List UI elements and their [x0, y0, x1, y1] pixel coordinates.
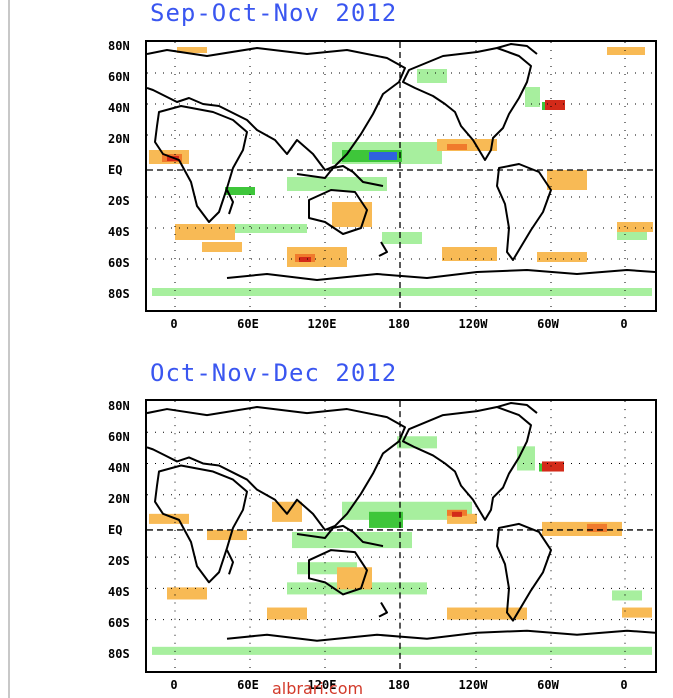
coastlines — [147, 43, 655, 281]
anomaly-shading — [149, 47, 653, 296]
lat-label-40s: 40S — [108, 225, 130, 239]
lat-label-60s: 60S — [108, 256, 130, 270]
lat-label-20n: 20N — [108, 132, 130, 146]
southern-ocean-negative-band — [152, 288, 652, 296]
world-map — [145, 40, 657, 312]
lat-label-80n: 80N — [108, 39, 130, 53]
lat-label-20n: 20N — [108, 492, 130, 506]
lon-label-60w: 60W — [537, 678, 559, 692]
panel-title: Oct-Nov-Dec 2012 — [150, 359, 398, 387]
eastern-pacific-warm-anomaly — [452, 511, 462, 517]
lat-label-60n: 60N — [108, 430, 130, 444]
left-border-rule — [8, 0, 10, 698]
southern-ocean-negative-band — [152, 646, 652, 655]
lon-label-120e: 120E — [307, 317, 337, 331]
lon-label-120w: 120W — [458, 317, 488, 331]
lat-label-60n: 60N — [108, 70, 130, 84]
panel-title: Sep-Oct-Nov 2012 — [150, 0, 398, 27]
lat-label-80s: 80S — [108, 287, 130, 301]
lat-label-20s: 20S — [108, 194, 130, 208]
nw-atlantic-warm-anomaly — [545, 100, 565, 110]
pacific-negative-core — [369, 511, 403, 528]
lat-label-eq: EQ — [108, 523, 123, 537]
nw-atlantic-warm-anomaly — [542, 461, 564, 472]
lon-label-0: 0 — [170, 678, 178, 692]
lat-label-20s: 20S — [108, 554, 130, 568]
lat-label-60s: 60S — [108, 616, 130, 630]
pacific-strong-negative — [369, 152, 397, 160]
lat-label-80n: 80N — [108, 399, 130, 413]
watermark-logo: albrari.com — [272, 679, 364, 698]
lat-label-80s: 80S — [108, 647, 130, 661]
anomaly-shading — [149, 436, 652, 655]
lon-label-60e: 60E — [237, 678, 259, 692]
coastlines — [147, 402, 655, 642]
lat-label-40n: 40N — [108, 101, 130, 115]
lat-label-40n: 40N — [108, 461, 130, 475]
positive-anomalies — [149, 47, 653, 267]
lon-label-0: 0 — [170, 317, 178, 331]
map-canvas — [147, 42, 655, 310]
lon-label-120w: 120W — [458, 678, 488, 692]
world-map — [145, 399, 657, 673]
lon-label-180: 180 — [388, 317, 410, 331]
lon-label-120e: 120E — [307, 678, 337, 692]
lon-label-180: 180 — [388, 678, 410, 692]
lon-label-60w: 60W — [537, 317, 559, 331]
lon-label-0-east: 0 — [620, 678, 628, 692]
lon-label-60e: 60E — [237, 317, 259, 331]
lat-label-40s: 40S — [108, 585, 130, 599]
lon-label-0-east: 0 — [620, 317, 628, 331]
lat-label-eq: EQ — [108, 163, 123, 177]
map-canvas — [147, 401, 655, 671]
